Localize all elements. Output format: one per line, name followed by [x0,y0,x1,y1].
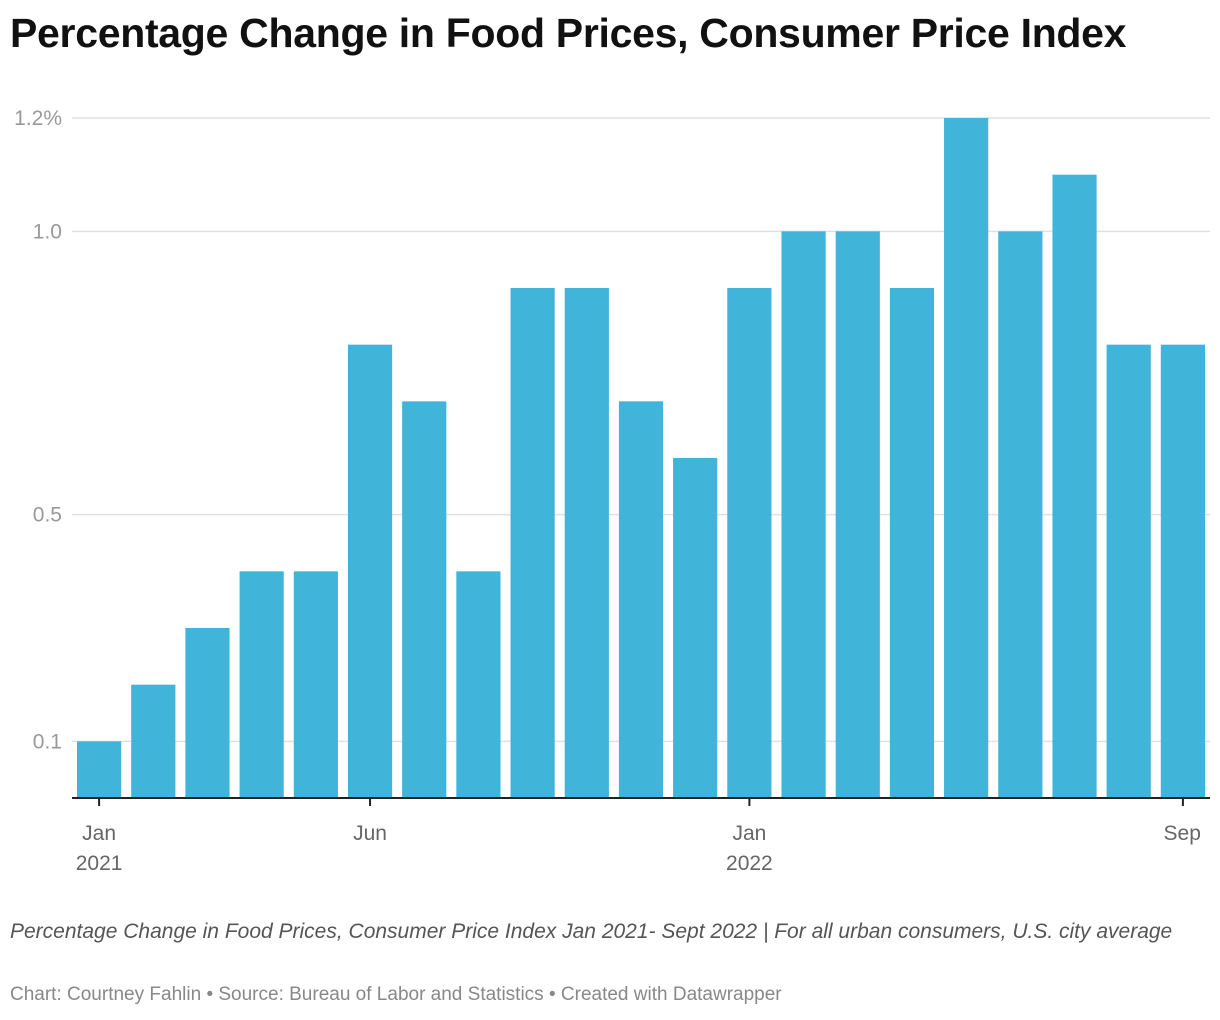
credit-author: Chart: Courtney Fahlin [10,984,202,1005]
chart-credits: Chart: Courtney Fahlin • Source: Bureau … [10,984,782,1006]
bar [618,401,664,798]
bar [1160,344,1205,798]
chart-title: Percentage Change in Food Prices, Consum… [10,10,1127,56]
bar [239,571,284,798]
bar [293,571,338,798]
bar [1106,344,1151,798]
bar [889,288,935,798]
bar [510,288,555,798]
x-tick-label: Jan [82,822,116,845]
y-tick-label: 0.5 [33,504,62,527]
bar [944,118,989,798]
x-tick-year-label: 2022 [726,852,773,875]
bar [835,231,880,799]
bar [456,571,501,798]
bar [185,628,230,798]
bar [998,231,1043,799]
x-tick-label: Sep [1164,822,1201,845]
x-tick-label: Jun [353,822,387,845]
y-tick-label: 1.2% [14,107,62,130]
chart-description: Percentage Change in Food Prices, Consum… [10,920,1173,943]
bar [564,288,609,798]
y-tick-label: 1.0 [33,220,62,243]
bar [402,401,447,798]
bar [1052,174,1097,798]
bars [77,118,1205,799]
bar [77,741,122,798]
bar [673,458,718,798]
x-tick-label: Jan [732,822,766,845]
x-tick-year-label: 2021 [76,852,123,875]
y-tick-label: 0.1 [33,730,62,753]
y-axis-labels: 0.1 0.5 1.0 1.2% [14,107,62,753]
bar [347,344,393,798]
bar [131,684,176,798]
bar [727,288,772,798]
credit-tool: Created with Datawrapper [560,984,782,1005]
credit-separator: • [206,984,214,1005]
credit-separator: • [548,984,556,1005]
credit-source: Source: Bureau of Labor and Statistics [218,984,544,1005]
x-axis: Jan 2021 Jun Jan 2022 Sep [72,797,1210,875]
bar-chart: Jan 2021 Jun Jan 2022 Sep 0.1 0.5 1.0 1.2% [14,107,1210,875]
bar [781,231,826,799]
